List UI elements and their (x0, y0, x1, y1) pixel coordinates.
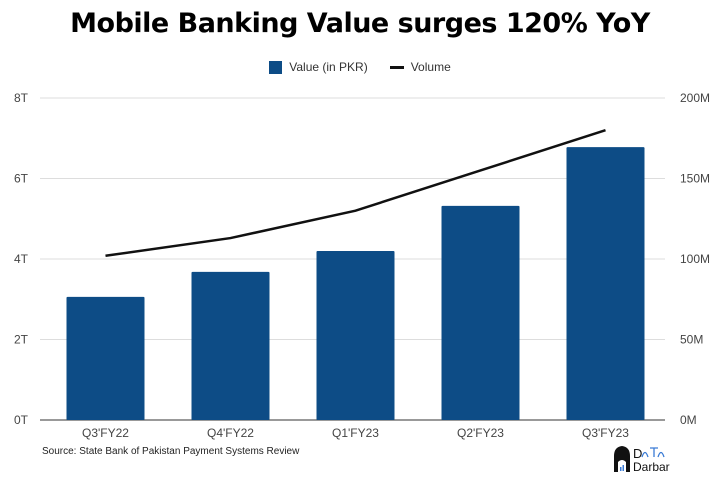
y-right-tick-label: 200M (680, 91, 710, 105)
y-left-tick-label: 6T (14, 172, 29, 186)
bar (566, 147, 645, 421)
y-left-tick-label: 8T (14, 91, 29, 105)
legend-label: Value (in PKR) (289, 60, 368, 74)
volume-line (105, 129, 606, 258)
y-right-tick-label: 150M (680, 172, 710, 186)
y-left-tick-label: 4T (14, 252, 29, 266)
bar (191, 271, 270, 420)
svg-text:Darbar: Darbar (633, 460, 670, 474)
source-note: Source: State Bank of Pakistan Payment S… (42, 446, 300, 457)
svg-text:D: D (633, 446, 642, 461)
legend-swatch-line (389, 65, 404, 69)
bar (316, 250, 395, 420)
x-tick-label: Q3'FY22 (82, 426, 129, 440)
legend: Value (in PKR) Volume (0, 60, 720, 74)
legend-swatch-bar (269, 60, 283, 74)
legend-item-volume: Volume (389, 60, 451, 74)
bar (441, 205, 520, 420)
chart-title: Mobile Banking Value surges 120% YoY (70, 8, 650, 39)
y-right-tick-label: 100M (680, 252, 710, 266)
y-right-tick-label: 50M (680, 333, 703, 347)
y-left-tick-label: 0T (14, 413, 29, 427)
bar (66, 296, 145, 420)
x-tick-label: Q4'FY22 (207, 426, 254, 440)
legend-label: Volume (410, 60, 451, 74)
x-tick-label: Q1'FY23 (332, 426, 379, 440)
x-tick-label: Q2'FY23 (457, 426, 504, 440)
legend-item-value: Value (in PKR) (269, 60, 368, 74)
y-left-tick-label: 2T (14, 333, 29, 347)
data-darbar-logo: D Darbar (614, 446, 670, 474)
x-tick-label: Q3'FY23 (582, 426, 629, 440)
y-right-tick-label: 0M (680, 413, 697, 427)
